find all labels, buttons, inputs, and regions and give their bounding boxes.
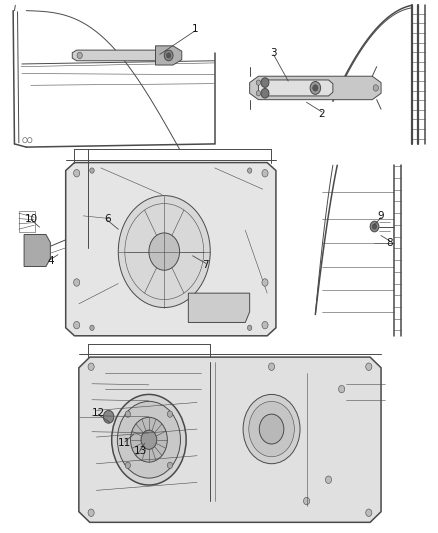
Text: 9: 9	[378, 211, 385, 221]
Circle shape	[88, 509, 94, 516]
Polygon shape	[79, 357, 381, 522]
Circle shape	[88, 363, 94, 370]
Circle shape	[167, 411, 173, 417]
Text: 3: 3	[270, 49, 277, 58]
Polygon shape	[66, 163, 276, 336]
Text: 2: 2	[318, 109, 325, 118]
Circle shape	[268, 363, 275, 370]
Circle shape	[313, 85, 318, 91]
Circle shape	[325, 476, 332, 483]
Text: 1: 1	[191, 25, 198, 34]
Polygon shape	[72, 50, 173, 61]
Circle shape	[103, 410, 114, 423]
Text: 7: 7	[202, 260, 209, 270]
Circle shape	[166, 53, 171, 58]
Circle shape	[339, 385, 345, 393]
Circle shape	[74, 321, 80, 329]
Circle shape	[74, 279, 80, 286]
Circle shape	[125, 411, 131, 417]
Circle shape	[310, 82, 321, 94]
Circle shape	[141, 430, 157, 449]
Circle shape	[373, 85, 378, 91]
Circle shape	[167, 462, 173, 469]
Polygon shape	[24, 235, 50, 266]
Circle shape	[370, 221, 379, 232]
Text: 13: 13	[134, 447, 147, 456]
Circle shape	[366, 363, 372, 370]
Circle shape	[259, 414, 284, 444]
Circle shape	[90, 325, 94, 330]
Circle shape	[74, 169, 80, 177]
Circle shape	[247, 168, 252, 173]
Circle shape	[118, 196, 210, 308]
Text: 6: 6	[104, 214, 111, 223]
Circle shape	[164, 50, 173, 61]
Text: 8: 8	[386, 238, 393, 247]
Polygon shape	[258, 80, 333, 96]
Polygon shape	[188, 293, 250, 322]
Polygon shape	[155, 46, 182, 65]
Circle shape	[131, 417, 167, 462]
Circle shape	[256, 91, 261, 96]
Text: 4: 4	[47, 256, 54, 266]
Text: 11: 11	[118, 439, 131, 448]
Text: 12: 12	[92, 408, 105, 418]
Circle shape	[77, 52, 82, 59]
Circle shape	[261, 78, 269, 87]
Circle shape	[149, 233, 180, 270]
Circle shape	[366, 509, 372, 516]
Text: 10: 10	[25, 214, 38, 223]
Circle shape	[261, 88, 269, 98]
Circle shape	[262, 279, 268, 286]
Circle shape	[117, 401, 180, 478]
Circle shape	[90, 168, 94, 173]
Circle shape	[243, 394, 300, 464]
Circle shape	[372, 224, 377, 229]
Polygon shape	[250, 76, 381, 100]
Circle shape	[247, 325, 252, 330]
Circle shape	[112, 394, 186, 485]
Circle shape	[256, 80, 261, 85]
Circle shape	[249, 401, 294, 457]
Circle shape	[262, 321, 268, 329]
Circle shape	[304, 497, 310, 505]
Circle shape	[262, 169, 268, 177]
Circle shape	[125, 462, 131, 469]
